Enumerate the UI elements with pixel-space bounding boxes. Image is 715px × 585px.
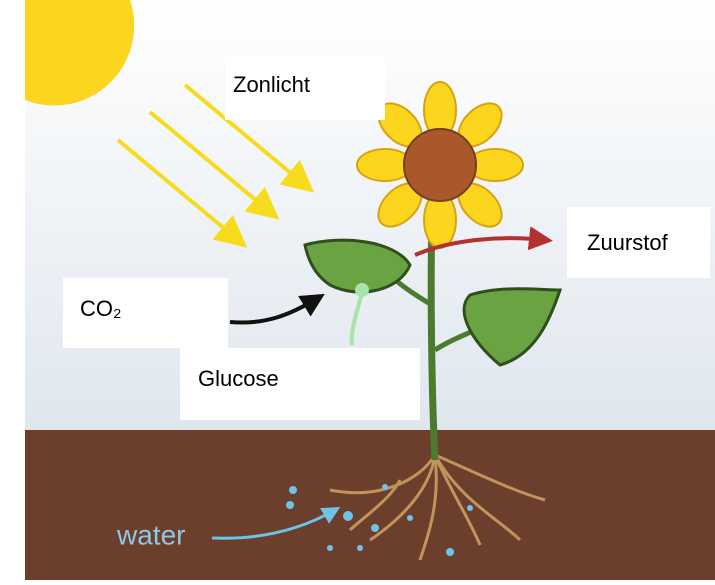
glucose-dot xyxy=(355,283,369,297)
co2-label: CO₂ xyxy=(80,296,122,321)
soil xyxy=(25,430,715,580)
oxygen-label: Zuurstof xyxy=(587,230,669,255)
photosynthesis-diagram: water Zonlicht Zuurstof CO₂ Glucose xyxy=(0,0,715,585)
glucose-label: Glucose xyxy=(198,366,279,391)
water-label: water xyxy=(116,519,185,550)
sunlight-label: Zonlicht xyxy=(233,72,310,97)
